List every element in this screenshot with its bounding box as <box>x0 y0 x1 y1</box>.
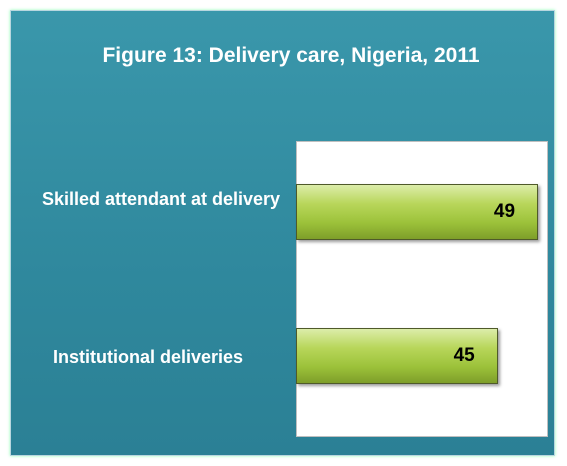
category-label: Institutional deliveries <box>52 347 244 367</box>
bar <box>296 328 498 384</box>
category-label: Skilled attendant at delivery <box>41 189 281 209</box>
bar <box>296 184 538 240</box>
value-label: 45 <box>453 345 475 366</box>
value-label: 49 <box>493 201 516 222</box>
chart-background: Figure 13: Delivery care, Nigeria, 2011 … <box>10 10 555 456</box>
chart-title: Figure 13: Delivery care, Nigeria, 2011 <box>102 44 480 67</box>
